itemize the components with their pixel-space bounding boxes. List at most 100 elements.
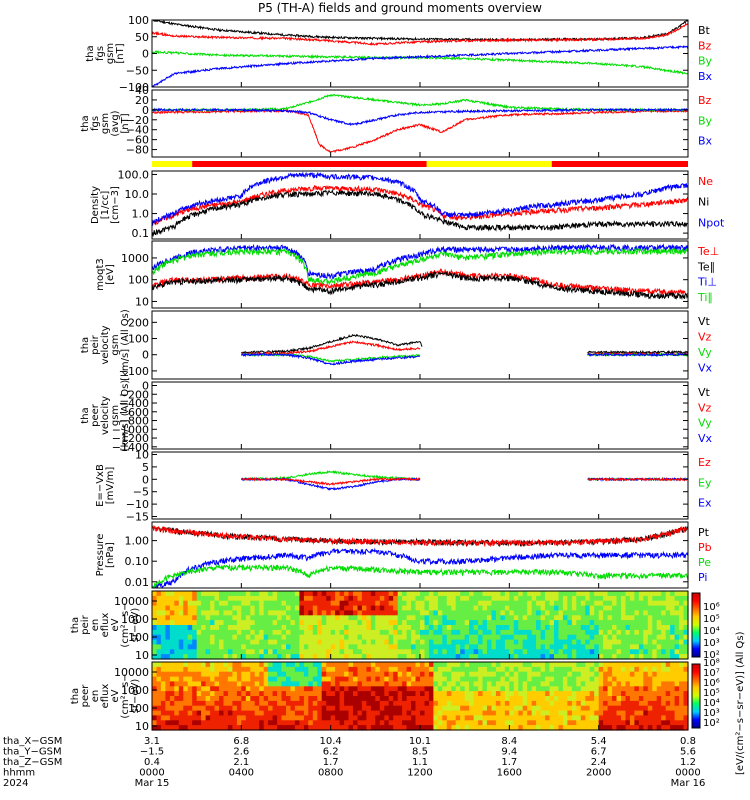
spectrogram-cell: [460, 649, 466, 655]
spectrogram-cell: [415, 600, 421, 607]
spectrogram-cell: [312, 691, 318, 697]
spectrogram-cell: [469, 676, 475, 683]
spectrogram-cell: [370, 681, 376, 687]
spectrogram-cell: [160, 705, 166, 712]
spectrogram-cell: [254, 591, 260, 597]
spectrogram-cell: [527, 681, 533, 687]
spectrogram-cell: [460, 681, 466, 687]
spectrogram-cell: [536, 662, 542, 668]
x-row-value: 10.4: [320, 736, 342, 747]
spectrogram-cell: [281, 720, 287, 726]
spectrogram-cell: [679, 605, 685, 612]
y-label-line: [cm−3]: [110, 186, 121, 224]
legend-Vx: Vx: [698, 362, 713, 375]
spectrogram-cell: [192, 691, 198, 697]
spectrogram-cell: [178, 639, 184, 646]
spectrogram-cell: [683, 595, 689, 602]
spectrogram-cell: [612, 595, 618, 602]
spectrogram-cell: [281, 610, 287, 616]
spectrogram-cell: [156, 691, 162, 697]
spectrogram-cell: [321, 710, 327, 717]
spectrogram-cell: [455, 595, 461, 602]
spectrogram-cell: [478, 639, 484, 646]
spectrogram-cell: [661, 671, 667, 678]
spectrogram-cell: [495, 715, 501, 721]
spectrogram-cell: [661, 625, 667, 631]
spectrogram-cell: [679, 696, 685, 702]
spectrogram-cell: [504, 662, 510, 668]
spectrogram-cell: [540, 705, 546, 712]
spectrogram-cell: [214, 649, 220, 655]
spectrogram-cell: [540, 696, 546, 702]
spectrogram-cell: [665, 634, 671, 641]
spectrogram-cell: [545, 625, 551, 631]
spectrogram-cell: [518, 686, 524, 692]
spectrogram-cell: [263, 615, 269, 621]
colorbar-label: 10³: [703, 638, 720, 649]
spectrogram-cell: [303, 705, 309, 712]
spectrogram-cell: [402, 666, 408, 673]
spectrogram-cell: [451, 615, 457, 621]
spectrogram-cell: [580, 615, 586, 621]
spectrogram-cell: [330, 720, 336, 726]
spectrogram-cell: [580, 634, 586, 641]
spectrogram-cell: [585, 696, 591, 702]
spectrogram-cell: [540, 595, 546, 602]
spectrogram-cell: [500, 720, 506, 726]
spectrogram-cell: [187, 715, 193, 721]
spectrogram-cell: [478, 720, 484, 726]
spectrogram-cell: [643, 639, 649, 646]
spectrogram-cell: [607, 625, 613, 631]
spectrogram-cell: [236, 686, 242, 692]
spectrogram-cell: [335, 696, 341, 702]
spectrogram-cell: [223, 725, 229, 731]
spectrogram-cell: [428, 666, 434, 673]
spectrogram-cell: [451, 696, 457, 702]
spectrogram-cell: [384, 705, 390, 712]
spectrogram-cell: [531, 600, 537, 607]
spectrogram-cell: [478, 615, 484, 621]
spectrogram-cell: [299, 696, 305, 702]
spectrogram-cell: [455, 671, 461, 678]
spectrogram-cell: [571, 700, 577, 707]
spectrogram-cell: [656, 620, 662, 626]
spectrogram-cell: [607, 600, 613, 607]
spectrogram-cell: [473, 676, 479, 683]
spectrogram-cell: [621, 639, 627, 646]
spectrogram-cell: [607, 605, 613, 612]
spectrogram-cell: [375, 725, 381, 731]
spectrogram-cell: [629, 691, 635, 697]
spectrogram-cell: [558, 671, 564, 678]
spectrogram-cell: [236, 610, 242, 616]
spectrogram-cell: [589, 615, 595, 621]
spectrogram-cell: [478, 671, 484, 678]
spectrogram-cell: [683, 671, 689, 678]
spectrogram-cell: [598, 686, 604, 692]
spectrogram-cell: [214, 662, 220, 668]
spectrogram-cell: [388, 676, 394, 683]
spectrogram-cell: [353, 705, 359, 712]
spectrogram-cell: [415, 725, 421, 731]
spectrogram-cell: [312, 720, 318, 726]
spectrogram-cell: [272, 649, 278, 655]
spectrogram-cell: [178, 725, 184, 731]
spectrogram-cell: [379, 686, 385, 692]
spectrogram-cell: [603, 595, 609, 602]
spectrogram-cell: [308, 654, 314, 660]
spectrogram-cell: [303, 686, 309, 692]
spectrogram-cell: [576, 715, 582, 721]
spectrogram-cell: [629, 595, 635, 602]
spectrogram-cell: [152, 615, 158, 621]
spectrogram-cell: [562, 691, 568, 697]
spectrogram-cell: [227, 639, 233, 646]
spectrogram-cell: [451, 705, 457, 712]
spectrogram-cell: [281, 615, 287, 621]
spectrogram-cell: [665, 649, 671, 655]
spectrogram-cell: [451, 725, 457, 731]
spectrogram-cell: [303, 649, 309, 655]
spectrogram-cell: [393, 625, 399, 631]
spectrogram-cell: [227, 620, 233, 626]
spectrogram-cell: [272, 666, 278, 673]
spectrogram-cell: [585, 615, 591, 621]
